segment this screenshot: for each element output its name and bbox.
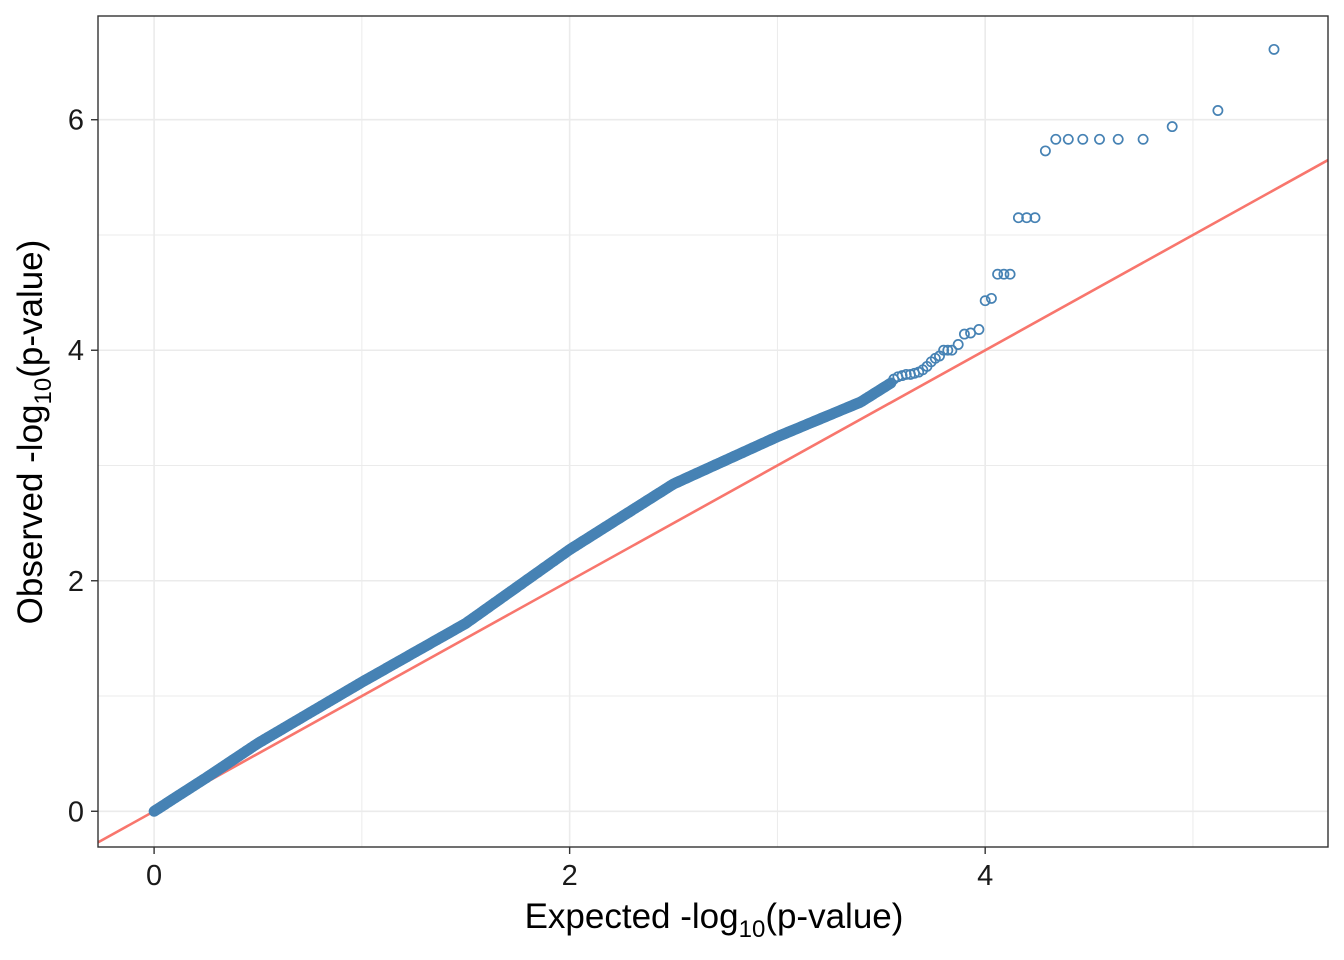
data-point <box>1021 212 1033 224</box>
panel-border <box>97 15 1329 848</box>
points-layer <box>148 43 1280 817</box>
data-point <box>985 292 997 304</box>
data-point <box>973 324 985 335</box>
data-point <box>992 268 1004 280</box>
data-point <box>942 344 954 356</box>
data-point <box>946 344 958 356</box>
data-point <box>952 339 964 350</box>
y-axis: 0 2 4 6 <box>68 105 98 828</box>
y-tick-label: 4 <box>68 335 84 367</box>
data-point <box>1166 121 1178 133</box>
data-point <box>1212 105 1224 116</box>
data-point <box>1050 133 1062 145</box>
x-axis-title: Expected -log10(p-value) <box>525 897 904 943</box>
data-point <box>1112 133 1124 145</box>
data-point <box>1094 133 1105 145</box>
data-point <box>1029 212 1041 224</box>
data-point <box>1268 43 1280 55</box>
y-tick-label: 2 <box>68 566 84 598</box>
data-point <box>1039 145 1051 157</box>
data-point <box>1062 133 1074 145</box>
x-tick-label: 0 <box>146 860 162 892</box>
data-point <box>1077 133 1089 145</box>
data-point <box>958 328 970 340</box>
x-tick-label: 2 <box>562 860 578 892</box>
y-tick-label: 6 <box>68 105 84 137</box>
data-point <box>998 268 1010 280</box>
grid-major <box>98 16 1328 847</box>
y-axis-title: Observed -log10(p-value) <box>11 240 57 625</box>
reference-line <box>97 158 1329 844</box>
data-point <box>938 344 950 356</box>
data-point <box>1012 212 1024 224</box>
data-point <box>1004 268 1016 280</box>
x-tick-label: 4 <box>977 860 993 892</box>
data-point <box>1137 133 1149 145</box>
x-axis: 0 2 4 <box>146 847 993 892</box>
y-tick-label: 0 <box>68 796 84 828</box>
reference-line-layer <box>97 158 1329 844</box>
data-point <box>979 295 991 307</box>
